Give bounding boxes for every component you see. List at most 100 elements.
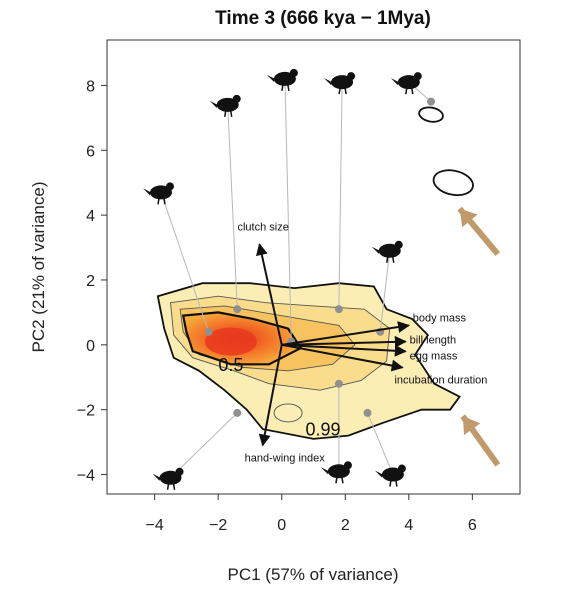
- contour-island-middle: [432, 169, 474, 197]
- bird-tail-icon: [320, 467, 329, 475]
- loading-vector: [281, 343, 404, 372]
- loading-vector: [255, 243, 283, 346]
- y-tick-label: 2: [86, 273, 95, 290]
- x-tick-label: 2: [341, 517, 350, 534]
- contour-small-blob: [273, 403, 303, 423]
- connector-line: [379, 250, 391, 332]
- bird-tail-icon: [143, 188, 152, 196]
- bird-leg-icon: [172, 483, 176, 490]
- x-tick-label: 0: [277, 517, 286, 534]
- x-axis: −4 −2 0 2 4 6: [146, 494, 477, 534]
- bird-leg-icon: [411, 88, 414, 95]
- bird-body-icon: [159, 470, 182, 485]
- data-point: [233, 408, 242, 417]
- bird-silhouette-icon: [374, 464, 406, 487]
- bird-silhouette-icon: [324, 72, 356, 95]
- y-axis-label: PC2 (21% of variance): [29, 181, 48, 352]
- plot-frame: [106, 39, 521, 495]
- loading-vector: [281, 343, 407, 357]
- bird-body-icon: [150, 185, 173, 200]
- bird-head-icon: [166, 182, 175, 191]
- density-peak: [204, 327, 257, 356]
- bird-leg-icon: [405, 88, 408, 95]
- bird-head-icon: [289, 68, 298, 77]
- loading-vector: [281, 321, 410, 346]
- bird-body-icon: [216, 97, 239, 112]
- data-point: [427, 97, 436, 106]
- y-tick-label: 8: [86, 78, 95, 95]
- y-tick-label: 4: [86, 208, 95, 225]
- bird-tail-icon: [266, 74, 275, 82]
- bird-head-icon: [343, 461, 352, 470]
- vector-label: hand-wing index: [245, 452, 326, 464]
- bird-leg-icon: [392, 256, 395, 263]
- bird-silhouette-icon: [266, 68, 298, 92]
- bird-head-icon: [347, 72, 356, 81]
- connector-line: [338, 82, 343, 310]
- bird-silhouette-icon: [371, 240, 403, 263]
- connector-line: [160, 192, 210, 333]
- contour-island-upper: [418, 106, 444, 123]
- bird-leg-icon: [389, 480, 392, 487]
- callout-arrow-head: [459, 208, 478, 228]
- bird-tail-icon: [390, 78, 399, 86]
- bird-tail-icon: [209, 100, 218, 108]
- data-point: [334, 305, 343, 314]
- bird-head-icon: [413, 72, 422, 81]
- bird-leg-icon: [223, 110, 227, 117]
- vector-label: bill length: [410, 335, 456, 347]
- connector-line: [227, 104, 238, 310]
- loading-vector: [258, 344, 283, 447]
- bird-leg-icon: [341, 477, 344, 484]
- bird-silhouette-icon: [390, 72, 422, 95]
- bird-body-icon: [327, 464, 350, 479]
- vector-label: egg mass: [410, 350, 458, 362]
- connector-line: [170, 412, 238, 479]
- bird-leg-icon: [344, 88, 347, 95]
- loading-vector: [281, 335, 407, 348]
- contour-label: 0.5: [218, 355, 243, 375]
- density-contours: [156, 106, 474, 440]
- bird-body-icon: [331, 75, 354, 90]
- bird-body-icon: [381, 467, 404, 482]
- bird-silhouette-icon: [152, 467, 184, 490]
- x-tick-label: −2: [209, 517, 227, 534]
- bird-leg-icon: [163, 198, 166, 205]
- x-tick-label: 4: [404, 517, 413, 534]
- bird-leg-icon: [166, 483, 170, 490]
- data-points: [204, 97, 436, 417]
- callout-arrows: [457, 206, 501, 467]
- x-tick-label: 6: [468, 517, 477, 534]
- bird-head-icon: [397, 464, 406, 473]
- bird-silhouette-icon: [143, 182, 175, 205]
- data-point: [233, 305, 242, 314]
- bird-silhouette-icon: [320, 461, 352, 484]
- bird-leg-icon: [386, 256, 389, 263]
- y-tick-label: 6: [86, 143, 95, 160]
- bird-head-icon: [232, 94, 241, 103]
- bird-leg-icon: [157, 198, 160, 205]
- callout-arrow-head: [462, 416, 481, 436]
- y-tick-label: 0: [86, 338, 95, 355]
- bird-body-icon: [397, 75, 420, 90]
- connector-line: [367, 412, 394, 475]
- bird-leg-icon: [338, 88, 341, 95]
- bird-tail-icon: [324, 78, 333, 86]
- bird-body-icon: [378, 243, 401, 258]
- bird-leg-icon: [229, 110, 233, 117]
- bird-leg-icon: [287, 84, 290, 92]
- bird-silhouette-icon: [209, 94, 241, 117]
- bird-leg-icon: [335, 477, 338, 484]
- vector-label: body mass: [413, 312, 467, 324]
- vector-label: incubation duration: [394, 375, 487, 387]
- bird-leg-icon: [395, 480, 398, 487]
- bird-tail-icon: [371, 246, 380, 254]
- bird-body-icon: [273, 71, 296, 86]
- y-tick-label: −2: [77, 403, 95, 420]
- contour-labels: 0.5 0.99: [218, 355, 340, 440]
- x-tick-label: −4: [146, 517, 164, 534]
- y-tick-label: −4: [77, 468, 95, 485]
- bird-silhouettes: [143, 68, 422, 490]
- connector-lines: [160, 78, 432, 479]
